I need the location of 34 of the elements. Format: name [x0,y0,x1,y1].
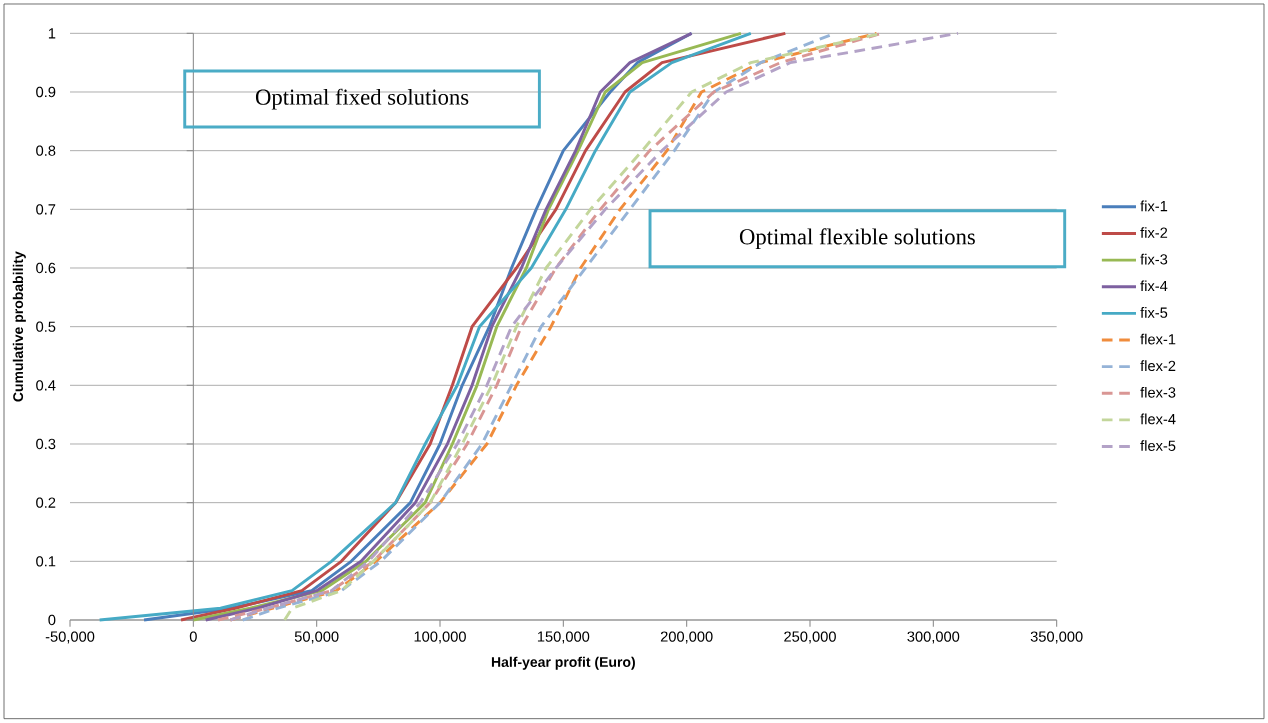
x-tick-label: 300,000 [907,631,960,644]
legend-label: flex-2 [1140,360,1176,372]
legend-label: flex-3 [1140,387,1176,398]
y-axis-title: Cumulative probability [12,251,26,402]
y-tick-label: 0.3 [36,438,56,450]
legend-label: flex-4 [1140,413,1176,425]
y-tick-label: 0.7 [36,204,56,215]
legend-label: flex-5 [1140,440,1176,452]
legend-label: flex-1 [1140,333,1176,345]
x-tick-label: 350,000 [1030,631,1083,644]
x-tick-label: 0 [189,631,197,642]
legend-label: fix-5 [1140,307,1168,318]
legend-label: fix-2 [1140,227,1168,238]
legend-label: fix-1 [1140,200,1168,212]
x-tick-label: 150,000 [537,631,590,644]
y-tick-label: 0.6 [36,262,56,274]
y-tick-label: 0.4 [36,380,56,391]
y-tick-label: 0.2 [36,497,56,509]
y-tick-label: 0.8 [36,145,56,157]
y-tick-label: 0.5 [36,321,56,333]
x-tick-label: 250,000 [784,631,836,644]
legend-label: fix-4 [1140,280,1168,292]
x-tick-label: 200,000 [660,631,713,644]
x-tick-label: 50,000 [294,631,339,644]
y-tick-label: 0.9 [36,86,56,98]
x-tick-label: -50,000 [45,631,95,644]
annotation: Optimal flexible solutions [739,228,975,250]
legend-label: fix-3 [1140,253,1168,265]
y-tick-label: 0 [48,614,56,626]
y-tick-label: 0.1 [36,556,56,567]
x-tick-label: 100,000 [414,631,466,644]
y-tick-label: 1 [48,28,56,39]
annotation: Optimal fixed solutions [255,88,469,110]
x-axis-title: Half-year profit (Euro) [491,656,635,670]
